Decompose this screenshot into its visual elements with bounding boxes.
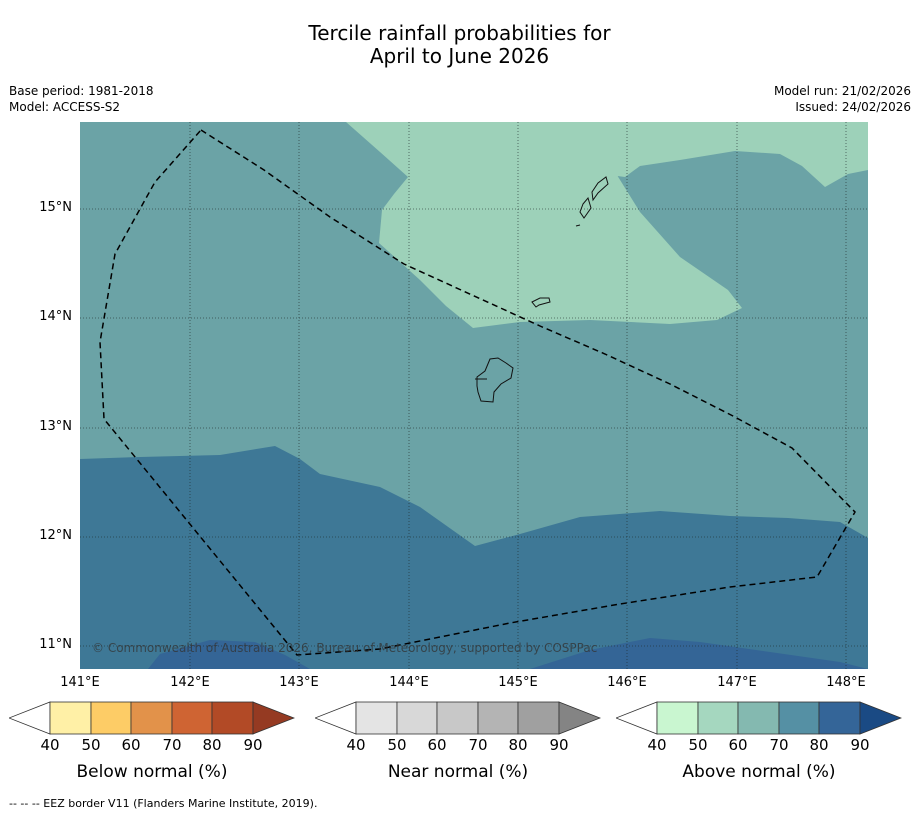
model-run: Model run: 21/02/2026 xyxy=(773,84,911,98)
map-canvas xyxy=(80,122,868,669)
cbar-above-tick: 70 xyxy=(769,736,789,754)
copyright-text: © Commonwealth of Australia 2026, Bureau… xyxy=(92,641,598,655)
island-guam xyxy=(475,357,514,403)
cbar-near-tick: 60 xyxy=(427,736,447,754)
cbar-near-tick: 40 xyxy=(346,736,366,754)
cbar-below-seg-3 xyxy=(130,701,173,735)
cbar-above-seg-5 xyxy=(818,701,861,735)
cbar-above-tick: 40 xyxy=(647,736,667,754)
cbar-below-tick: 40 xyxy=(40,736,60,754)
cbar-above-arrow-high xyxy=(859,701,902,735)
base-period: Base period: 1981-2018 xyxy=(9,84,154,98)
cbar-above-seg-1 xyxy=(656,701,699,735)
cbar-below-tick: 70 xyxy=(162,736,182,754)
lon-label-145e: 145°E xyxy=(498,675,538,690)
cbar-near-seg-1 xyxy=(355,701,398,735)
cbar-below-seg-4 xyxy=(171,701,213,735)
cbar-above-tick: 50 xyxy=(688,736,708,754)
cbar-above-tick: 60 xyxy=(728,736,748,754)
lon-label-147e: 147°E xyxy=(717,675,757,690)
cbar-near-tick: 80 xyxy=(508,736,528,754)
zone-above-70-80 xyxy=(80,446,868,669)
island-saipan xyxy=(591,176,609,202)
lat-label-11n: 11°N xyxy=(39,637,72,652)
lon-label-144e: 144°E xyxy=(389,675,429,690)
map-title: Tercile rainfall probabilities for April… xyxy=(0,22,919,68)
lat-label-13n: 13°N xyxy=(39,419,72,434)
cbar-below-seg-1 xyxy=(49,701,92,735)
colorbar-above-normal xyxy=(616,701,902,735)
probability-map: © Commonwealth of Australia 2026, Bureau… xyxy=(80,122,868,669)
zone-above-50-60-north xyxy=(346,122,868,328)
cbar-near-tick: 90 xyxy=(549,736,569,754)
colorbar-below-normal xyxy=(9,701,295,735)
cbar-below-seg-2 xyxy=(90,701,132,735)
cbar-below-arrow-low xyxy=(9,701,51,735)
cbar-above-tick: 80 xyxy=(809,736,829,754)
cbar-above-arrow-low xyxy=(616,701,658,735)
eez-legend-footer: -- -- -- EEZ border V11 (Flanders Marine… xyxy=(9,797,318,810)
eez-border xyxy=(99,129,856,656)
cbar-below-seg-5 xyxy=(211,701,254,735)
cbar-above-seg-3 xyxy=(737,701,780,735)
cbar-near-tick: 50 xyxy=(387,736,407,754)
meta-right: Model run: 21/02/2026 Issued: 24/02/2026 xyxy=(774,83,911,115)
lat-label-14n: 14°N xyxy=(39,309,72,324)
zone-above-80-90 xyxy=(148,638,868,669)
lon-label-146e: 146°E xyxy=(607,675,647,690)
issued-date: Issued: 24/02/2026 xyxy=(795,100,911,114)
model-name: Model: ACCESS-S2 xyxy=(9,100,121,114)
lat-label-15n: 15°N xyxy=(39,200,72,215)
lon-label-143e: 143°E xyxy=(279,675,319,690)
island-aguijan xyxy=(575,224,581,227)
lon-label-148e: 148°E xyxy=(826,675,866,690)
islands xyxy=(475,176,609,403)
island-tinian xyxy=(579,196,592,219)
cbar-above-tick: 90 xyxy=(850,736,870,754)
graticule xyxy=(80,122,868,669)
lat-label-12n: 12°N xyxy=(39,528,72,543)
title-line-1: Tercile rainfall probabilities for xyxy=(308,21,611,45)
cbar-near-tick: 70 xyxy=(468,736,488,754)
lon-label-141e: 141°E xyxy=(60,675,100,690)
cbar-near-seg-2 xyxy=(396,701,438,735)
cbar-near-label: Near normal (%) xyxy=(387,762,529,782)
meta-left: Base period: 1981-2018 Model: ACCESS-S2 xyxy=(9,83,154,115)
cbar-near-seg-4 xyxy=(477,701,519,735)
cbar-below-tick: 90 xyxy=(243,736,263,754)
cbar-near-seg-3 xyxy=(436,701,479,735)
cbar-below-tick: 50 xyxy=(81,736,101,754)
cbar-below-tick: 60 xyxy=(121,736,141,754)
cbar-below-arrow-high xyxy=(252,701,295,735)
title-line-2: April to June 2026 xyxy=(369,44,550,68)
cbar-above-label: Above normal (%) xyxy=(682,762,836,782)
lon-label-142e: 142°E xyxy=(170,675,210,690)
colorbar-near-normal xyxy=(315,701,601,735)
cbar-below-tick: 80 xyxy=(202,736,222,754)
cbar-near-arrow-high xyxy=(558,701,601,735)
cbar-below-label: Below normal (%) xyxy=(76,762,228,782)
cbar-above-seg-4 xyxy=(778,701,820,735)
island-rota xyxy=(531,297,551,308)
cbar-near-arrow-low xyxy=(315,701,357,735)
cbar-above-seg-2 xyxy=(697,701,739,735)
cbar-near-seg-5 xyxy=(517,701,560,735)
